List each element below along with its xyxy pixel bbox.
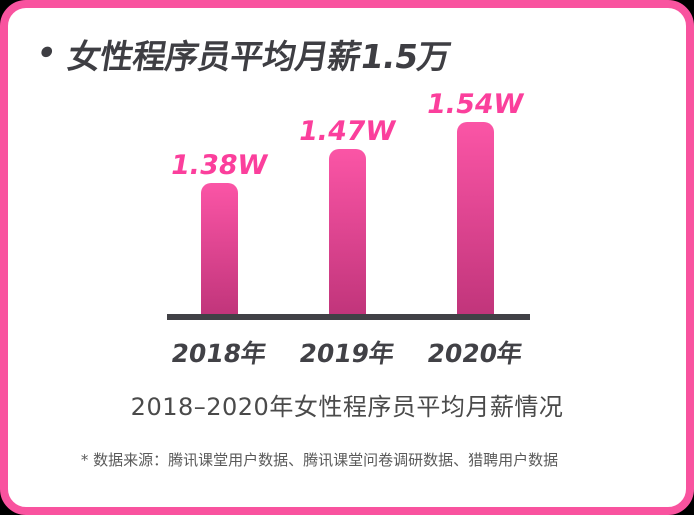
value-label-2018年: 1.38W	[168, 150, 270, 181]
x-axis-line	[167, 314, 530, 320]
chart-caption: 2018–2020年女性程序员平均月薪情况	[130, 393, 564, 421]
bar-2019年	[328, 149, 366, 314]
category-label-2019年: 2019年	[297, 339, 397, 368]
data-source-footnote: * 数据来源：腾讯课堂用户数据、腾讯课堂问卷调研数据、猎聘用户数据	[80, 451, 559, 469]
bar-2018年	[200, 183, 238, 314]
category-label-2020年: 2020年	[425, 339, 525, 368]
footnote-row: * 数据来源：腾讯课堂用户数据、腾讯课堂问卷调研数据、猎聘用户数据	[0, 449, 694, 470]
value-label-2019年: 1.47W	[296, 116, 398, 147]
category-label-2018年: 2018年	[169, 339, 269, 368]
value-label-2020年: 1.54W	[424, 89, 526, 120]
bar-2020年	[456, 122, 494, 314]
